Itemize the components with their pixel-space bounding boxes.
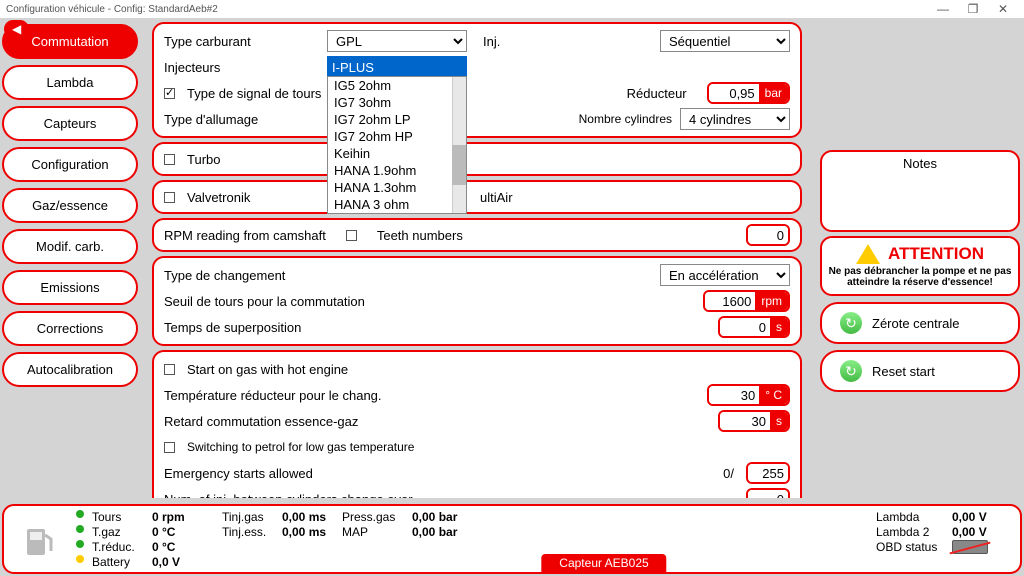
switch-petrol-checkbox[interactable]: [164, 442, 175, 453]
maximize-button[interactable]: ❐: [958, 2, 988, 16]
valvetronik-label: Valvetronik: [187, 190, 250, 205]
hot-engine-label: Start on gas with hot engine: [187, 362, 348, 377]
window-title: Configuration véhicule - Config: Standar…: [6, 4, 218, 15]
dropdown-option[interactable]: IG5 2ohm: [328, 77, 466, 94]
temp-reduc-input[interactable]: [709, 386, 759, 404]
valvetronik-checkbox[interactable]: [164, 192, 175, 203]
temps-label: Temps de superposition: [164, 320, 301, 335]
refresh-icon: ↻: [840, 312, 862, 334]
nav-modif-carb[interactable]: Modif. carb.: [2, 229, 138, 264]
teeth-input[interactable]: [748, 226, 788, 244]
rpm-reading-label: RPM reading from camshaft: [164, 228, 326, 243]
multiair-label: ultiAir: [480, 190, 513, 205]
temps-input[interactable]: [720, 318, 770, 336]
ignition-label: Type d'allumage: [164, 112, 319, 127]
reducteur-input[interactable]: [709, 84, 759, 102]
fuel-type-label: Type carburant: [164, 34, 319, 49]
inj-label: Inj.: [483, 34, 500, 49]
change-type-label: Type de changement: [164, 268, 285, 283]
numinj-label: Num. of inj. between cylinders change ov…: [164, 492, 413, 499]
numinj-input[interactable]: [748, 490, 788, 498]
back-button[interactable]: ◀: [4, 20, 29, 38]
dropdown-option[interactable]: HANA 3 ohm: [328, 196, 466, 213]
obd-icon: [952, 540, 988, 554]
emergency-label: Emergency starts allowed: [164, 466, 313, 481]
cylinders-label: Nombre cylindres: [579, 112, 672, 126]
emergency-input[interactable]: [748, 464, 788, 482]
status-bar: Tours0 rpm T.gaz0 °C T.réduc.0 °C Batter…: [2, 504, 1022, 574]
hot-engine-checkbox[interactable]: [164, 364, 175, 375]
injecteurs-select[interactable]: I-PLUS: [327, 56, 467, 78]
temp-reduc-label: Température réducteur pour le chang.: [164, 388, 382, 403]
retard-label: Retard commutation essence-gaz: [164, 414, 358, 429]
injecteurs-dropdown: IG5 2ohm IG7 3ohm IG7 2ohm LP IG7 2ohm H…: [327, 76, 467, 214]
retard-input[interactable]: [720, 412, 770, 430]
injecteurs-label: Injecteurs: [164, 60, 319, 75]
fuel-pump-icon: [12, 510, 66, 568]
zerote-button[interactable]: ↻ Zérote centrale: [820, 302, 1020, 344]
notes-panel: Notes: [820, 150, 1020, 232]
dropdown-option[interactable]: IG7 2ohm LP: [328, 111, 466, 128]
attention-title: ATTENTION: [888, 244, 984, 264]
dropdown-option[interactable]: HANA 1.3ohm: [328, 179, 466, 196]
sidebar: Commutation Lambda Capteurs Configuratio…: [0, 18, 140, 498]
dropdown-option[interactable]: HANA 1.9ohm: [328, 162, 466, 179]
inj-select[interactable]: Séquentiel: [660, 30, 790, 52]
reducteur-unit: bar: [759, 84, 788, 102]
dropdown-option[interactable]: IG7 2ohm HP: [328, 128, 466, 145]
attention-panel: ATTENTION Ne pas débrancher la pompe et …: [820, 236, 1020, 296]
nav-lambda[interactable]: Lambda: [2, 65, 138, 100]
capteur-badge: Capteur AEB025: [541, 554, 666, 572]
switch-petrol-label: Switching to petrol for low gas temperat…: [187, 440, 414, 454]
attention-body: Ne pas débrancher la pompe et ne pas att…: [828, 266, 1012, 288]
panel-fuel: Type carburant GPL Inj. Séquentiel Injec…: [152, 22, 802, 138]
rpm-checkbox[interactable]: [346, 230, 357, 241]
turbo-label: Turbo: [187, 152, 220, 167]
nav-configuration[interactable]: Configuration: [2, 147, 138, 182]
nav-capteurs[interactable]: Capteurs: [2, 106, 138, 141]
teeth-label: Teeth numbers: [377, 228, 463, 243]
reducteur-label: Réducteur: [627, 86, 699, 101]
minimize-button[interactable]: —: [928, 2, 958, 16]
dropdown-option[interactable]: IG7 3ohm: [328, 94, 466, 111]
turbo-checkbox[interactable]: [164, 154, 175, 165]
signal-checkbox[interactable]: [164, 88, 175, 99]
dropdown-option[interactable]: Keihin: [328, 145, 466, 162]
seuil-label: Seuil de tours pour la commutation: [164, 294, 365, 309]
fuel-type-select[interactable]: GPL: [327, 30, 467, 52]
nav-gaz-essence[interactable]: Gaz/essence: [2, 188, 138, 223]
warning-icon: [856, 244, 880, 264]
nav-autocalibration[interactable]: Autocalibration: [2, 352, 138, 387]
seuil-input[interactable]: [705, 292, 755, 310]
nav-emissions[interactable]: Emissions: [2, 270, 138, 305]
change-type-select[interactable]: En accélération: [660, 264, 790, 286]
cylinders-select[interactable]: 4 cylindres: [680, 108, 790, 130]
nav-corrections[interactable]: Corrections: [2, 311, 138, 346]
refresh-icon: ↻: [840, 360, 862, 382]
signal-label: Type de signal de tours: [187, 86, 321, 101]
close-button[interactable]: ✕: [988, 2, 1018, 16]
reset-start-button[interactable]: ↻ Reset start: [820, 350, 1020, 392]
